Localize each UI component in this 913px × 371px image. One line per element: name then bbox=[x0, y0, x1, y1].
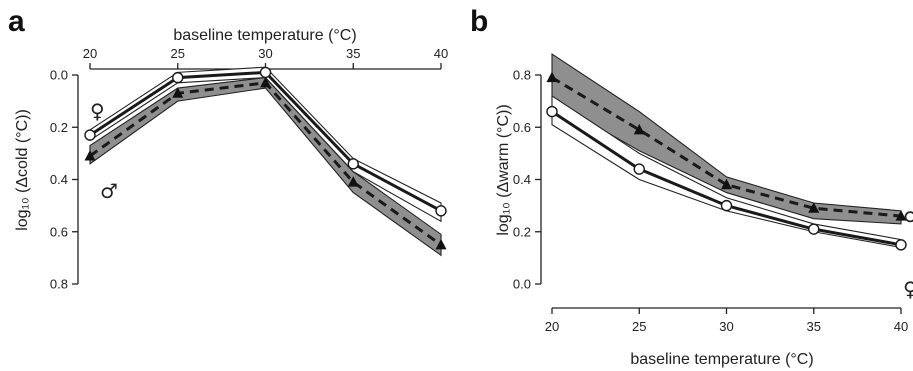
panel-b-y-tick-label-0.8: 0.8 bbox=[513, 68, 531, 83]
panel-a-point-female-20 bbox=[84, 129, 96, 141]
panel-b-y-tick-label-0.2: 0.2 bbox=[513, 224, 531, 239]
panel-a-male-label: ♂ bbox=[100, 179, 118, 203]
panel-a-point-female-35 bbox=[347, 158, 359, 170]
panel-a-point-male-35 bbox=[347, 176, 359, 187]
panel-b-point-female-40 bbox=[895, 239, 907, 251]
panel-b-x-tick-label-40: 40 bbox=[894, 319, 908, 334]
panel-a-point-male-25 bbox=[172, 87, 184, 98]
panel-a-point-female-25 bbox=[172, 71, 184, 84]
panel-b-female-label: ♀ bbox=[903, 277, 913, 301]
panel-b-point-female-25 bbox=[633, 163, 645, 175]
panel-a-line-male bbox=[89, 81, 442, 247]
panel-a-band-male bbox=[89, 77, 442, 257]
panel-a-point-male-20 bbox=[84, 149, 96, 161]
panel-a-letter: a bbox=[8, 5, 25, 38]
panel-b-x-tick-label-20: 20 bbox=[545, 319, 559, 334]
panel-a-x-tick-label-40: 40 bbox=[434, 46, 448, 61]
panel-b-x-tick-label-35: 35 bbox=[807, 319, 821, 334]
panel-b-point-female-35 bbox=[808, 223, 820, 235]
panel-b-point-male-20 bbox=[546, 71, 558, 83]
panel-b-point-male-35 bbox=[808, 202, 820, 213]
panel-b-y-tick-label-0.4: 0.4 bbox=[513, 172, 531, 187]
panel-a-point-female-30 bbox=[259, 66, 272, 79]
panel-a-y-axis-title: log₁₀ (Δcold (°C)) bbox=[14, 109, 31, 231]
panel-a-female-label: ♀ bbox=[90, 99, 105, 123]
panel-a-x-tick-label-30: 30 bbox=[258, 46, 272, 61]
panel-a-point-male-30 bbox=[260, 76, 271, 88]
panel-a-x-axis-title: baseline temperature (°C) bbox=[173, 27, 356, 44]
panel-a-band-female bbox=[89, 66, 442, 223]
panel-a-y-tick-label-0.4: 0.4 bbox=[50, 172, 68, 187]
panel-b-x-tick-label-30: 30 bbox=[719, 319, 733, 334]
panel-b-letter: b bbox=[470, 5, 488, 38]
panel-a-y-tick-label-0.0: 0.0 bbox=[50, 68, 68, 83]
panel-a-x-tick-label-35: 35 bbox=[346, 46, 360, 61]
panel-b-x-tick-label-25: 25 bbox=[632, 319, 646, 334]
panel-a-x-tick-label-25: 25 bbox=[171, 46, 185, 61]
panel-b-y-axis-title: log₁₀ (Δwarm (°C)) bbox=[495, 104, 512, 235]
panel-a-y-tick-label-0.8: 0.8 bbox=[50, 277, 68, 292]
panel-b-point-female-20 bbox=[546, 105, 558, 118]
panel-b-point-male-25 bbox=[633, 123, 645, 135]
panel-b-y-tick-label-0.6: 0.6 bbox=[513, 120, 531, 135]
panel-b-point-male-30 bbox=[721, 178, 732, 190]
panel-a-y-tick-label-0.6: 0.6 bbox=[50, 224, 68, 239]
panel-b-male-label: ♂ bbox=[903, 203, 913, 227]
panel-b-plot: 20 25 30 35 40 0.0 0.2 0.4 0.6 0.8 bbox=[513, 53, 908, 334]
panel-a-y-tick-label-0.2: 0.2 bbox=[50, 120, 68, 135]
panel-a-point-male-40 bbox=[435, 238, 447, 250]
panel-a-plot: 20 25 30 35 40 0.0 0.2 0.4 0.6 0.8 bbox=[50, 46, 448, 292]
panel-b-point-female-30 bbox=[720, 199, 733, 212]
panel-a-x-tick-label-20: 20 bbox=[83, 46, 97, 61]
panel-b-y-tick-label-0.0: 0.0 bbox=[513, 277, 531, 292]
panel-b-point-male-40 bbox=[895, 210, 907, 221]
panel-a-point-female-40 bbox=[435, 205, 447, 217]
panel-b-x-axis-title: baseline temperature (°C) bbox=[630, 351, 813, 368]
panel-b-line-male bbox=[551, 76, 902, 218]
